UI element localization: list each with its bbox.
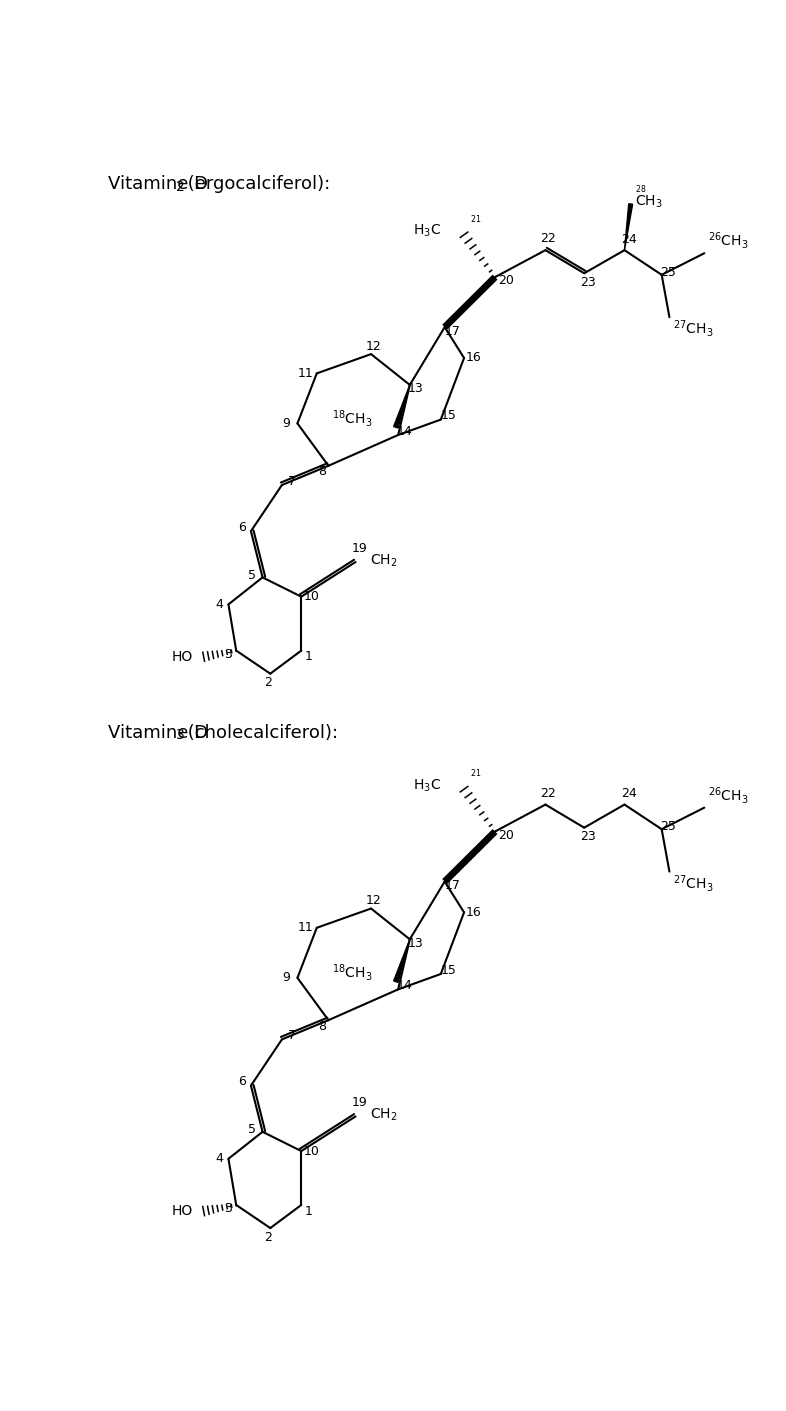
- Text: (cholecalciferol):: (cholecalciferol):: [182, 724, 338, 742]
- Text: 8: 8: [318, 1020, 326, 1033]
- Text: $^{27}$CH$_3$: $^{27}$CH$_3$: [674, 872, 714, 893]
- Text: 23: 23: [580, 831, 596, 844]
- Text: 4: 4: [215, 1153, 223, 1165]
- Text: $^{18}$CH$_3$: $^{18}$CH$_3$: [332, 408, 373, 429]
- Text: 24: 24: [621, 233, 637, 246]
- Text: 12: 12: [365, 340, 381, 353]
- Text: 9: 9: [283, 971, 291, 985]
- Text: 8: 8: [318, 466, 326, 478]
- Text: H$_3$C: H$_3$C: [413, 223, 441, 238]
- Text: 1: 1: [305, 1205, 313, 1218]
- Text: 7: 7: [288, 1029, 296, 1043]
- Text: 10: 10: [303, 590, 319, 602]
- Text: H$_3$C: H$_3$C: [413, 777, 441, 793]
- Text: 6: 6: [237, 1075, 245, 1088]
- Text: 19: 19: [351, 1096, 367, 1109]
- Text: 3: 3: [176, 728, 185, 742]
- Text: 12: 12: [365, 895, 381, 907]
- Text: $^{28}$: $^{28}$: [634, 185, 646, 195]
- Text: 2: 2: [264, 1230, 272, 1245]
- Text: 14: 14: [396, 979, 412, 992]
- Polygon shape: [394, 940, 410, 982]
- Text: 14: 14: [396, 425, 412, 437]
- Text: 13: 13: [408, 937, 424, 950]
- Text: 4: 4: [215, 598, 223, 611]
- Text: CH$_2$: CH$_2$: [369, 552, 397, 569]
- Text: 5: 5: [248, 569, 255, 581]
- Text: 10: 10: [303, 1144, 319, 1157]
- Polygon shape: [394, 385, 410, 428]
- Text: Vitamine D: Vitamine D: [108, 175, 208, 193]
- Text: CH$_2$: CH$_2$: [369, 1106, 397, 1123]
- Text: $^{21}$: $^{21}$: [470, 214, 482, 224]
- Text: 6: 6: [237, 521, 245, 533]
- Text: HO: HO: [171, 649, 193, 663]
- Text: 20: 20: [498, 828, 514, 842]
- Text: 5: 5: [248, 1123, 255, 1136]
- Text: 15: 15: [441, 409, 457, 422]
- Text: 3: 3: [225, 648, 233, 660]
- Text: 22: 22: [540, 786, 556, 800]
- Text: $^{18}$CH$_3$: $^{18}$CH$_3$: [332, 962, 373, 983]
- Text: $^{26}$CH$_3$: $^{26}$CH$_3$: [708, 785, 749, 806]
- Text: 24: 24: [621, 787, 637, 800]
- Text: 25: 25: [660, 820, 676, 834]
- Text: 2: 2: [176, 181, 185, 195]
- Text: 7: 7: [288, 474, 296, 488]
- Text: 25: 25: [660, 267, 676, 279]
- Text: 11: 11: [298, 921, 314, 934]
- Text: 11: 11: [298, 367, 314, 380]
- Text: 20: 20: [498, 275, 514, 288]
- Text: 17: 17: [445, 325, 461, 337]
- Text: Vitamine D: Vitamine D: [108, 724, 208, 742]
- Text: 1: 1: [305, 650, 313, 663]
- Text: 17: 17: [445, 879, 461, 892]
- Text: 22: 22: [540, 233, 556, 246]
- Text: 3: 3: [225, 1202, 233, 1215]
- Text: (ergocalciferol):: (ergocalciferol):: [182, 175, 330, 193]
- Text: $^{27}$CH$_3$: $^{27}$CH$_3$: [674, 319, 714, 339]
- Text: $^{26}$CH$_3$: $^{26}$CH$_3$: [708, 230, 749, 251]
- Polygon shape: [624, 203, 633, 250]
- Text: 15: 15: [441, 964, 457, 976]
- Text: 13: 13: [408, 382, 424, 395]
- Text: CH$_3$: CH$_3$: [634, 193, 662, 210]
- Text: 9: 9: [283, 416, 291, 430]
- Text: 16: 16: [465, 351, 481, 364]
- Text: 23: 23: [580, 277, 596, 289]
- Text: 19: 19: [351, 542, 367, 555]
- Text: 16: 16: [465, 906, 481, 919]
- Text: HO: HO: [171, 1204, 193, 1218]
- Text: 2: 2: [264, 676, 272, 690]
- Text: $^{21}$: $^{21}$: [470, 769, 482, 779]
